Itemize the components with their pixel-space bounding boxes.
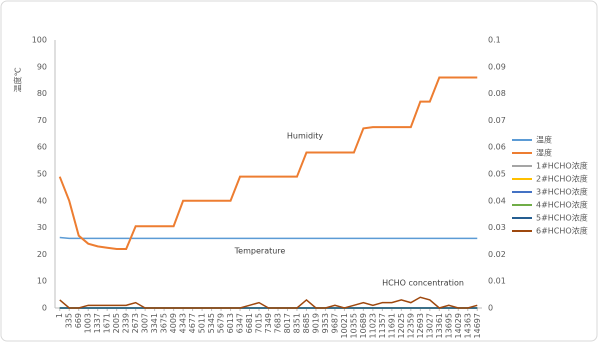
x-tick-label: 2339 xyxy=(122,313,131,333)
y-tick-label: 0 xyxy=(42,304,47,313)
y-tick-label: 80 xyxy=(37,89,47,98)
y-tick-label: 50 xyxy=(37,170,47,179)
x-tick-label: 4343 xyxy=(179,313,188,333)
y2-tick-label: 0.04 xyxy=(488,196,506,205)
y2-tick-label: 0.03 xyxy=(488,223,506,232)
y-tick-label: 90 xyxy=(37,62,47,71)
x-tick-label: 14697 xyxy=(473,313,482,338)
x-tick-label: 5345 xyxy=(207,313,216,333)
x-tick-label: 11691 xyxy=(387,313,396,338)
x-tick-label: 8685 xyxy=(302,313,311,333)
y-tick-label: 70 xyxy=(37,116,47,125)
x-tick-label: 9353 xyxy=(321,313,330,333)
x-tick-label: 4677 xyxy=(188,313,197,333)
legend-label: 6#HCHO浓度 xyxy=(536,226,588,236)
y-tick-label: 100 xyxy=(32,36,47,45)
y-tick-label: 10 xyxy=(37,277,47,286)
x-tick-label: 3341 xyxy=(150,313,159,333)
legend-label: 3#HCHO浓度 xyxy=(536,187,588,197)
legend-label: 1#HCHO浓度 xyxy=(536,161,588,171)
annotation: Humidity xyxy=(287,132,324,141)
x-tick-label: 11357 xyxy=(378,313,387,338)
y2-tick-label: 0.06 xyxy=(488,143,506,152)
legend-label: 温度 xyxy=(536,135,552,145)
legend-label: 2#HCHO浓度 xyxy=(536,174,588,184)
y-tick-label: 30 xyxy=(37,223,47,232)
x-tick-label: 1003 xyxy=(84,313,93,333)
x-tick-label: 6681 xyxy=(245,313,254,333)
x-tick-label: 6347 xyxy=(236,313,245,333)
x-tick-label: 2005 xyxy=(112,313,121,333)
y2-tick-label: 0.07 xyxy=(488,116,506,125)
x-tick-label: 7015 xyxy=(255,313,264,333)
series-line xyxy=(59,236,478,240)
x-tick-label: 11023 xyxy=(368,313,377,338)
x-tick-label: 13695 xyxy=(444,313,453,338)
y2-tick-label: 0.1 xyxy=(488,36,501,45)
y-tick-label: 40 xyxy=(37,196,47,205)
x-tick-label: 335 xyxy=(65,313,74,328)
x-tick-label: 1337 xyxy=(93,313,102,333)
y-axis-title: 温度℃ xyxy=(13,67,23,92)
y-tick-label: 60 xyxy=(37,143,47,152)
y2-tick-label: 0.05 xyxy=(488,170,506,179)
x-tick-label: 4009 xyxy=(169,313,178,333)
x-tick-label: 669 xyxy=(74,313,83,328)
y2-tick-label: 0.09 xyxy=(488,62,506,71)
x-tick-label: 12693 xyxy=(416,313,425,338)
x-tick-label: 2673 xyxy=(131,313,140,333)
x-tick-label: 8351 xyxy=(292,313,301,333)
x-tick-label: 6013 xyxy=(226,313,235,333)
x-tick-label: 3675 xyxy=(160,313,169,333)
x-tick-label: 9687 xyxy=(330,313,339,333)
x-tick-label: 5679 xyxy=(217,313,226,333)
x-tick-label: 14363 xyxy=(463,313,472,338)
x-tick-label: 5011 xyxy=(198,313,207,333)
x-tick-label: 3007 xyxy=(141,313,150,333)
x-tick-label: 12025 xyxy=(397,313,406,338)
x-tick-label: 10689 xyxy=(359,313,368,338)
annotation: Temperature xyxy=(234,247,286,256)
series-line xyxy=(58,76,478,251)
y2-tick-label: 0 xyxy=(488,304,493,313)
annotation: HCHO concentration xyxy=(382,279,464,288)
x-tick-label: 13027 xyxy=(425,313,434,338)
x-tick-label: 9019 xyxy=(311,313,320,333)
y2-tick-label: 0.08 xyxy=(488,89,506,98)
x-tick-label: 7683 xyxy=(273,313,282,333)
x-tick-label: 1 xyxy=(55,313,64,318)
x-tick-label: 8017 xyxy=(283,313,292,333)
series-line xyxy=(59,296,478,309)
legend-label: 4#HCHO浓度 xyxy=(536,200,588,210)
x-tick-label: 7349 xyxy=(264,313,273,333)
x-tick-label: 1671 xyxy=(103,313,112,333)
y-tick-label: 20 xyxy=(37,250,47,259)
x-tick-label: 10355 xyxy=(349,313,358,338)
x-tick-label: 10021 xyxy=(340,313,349,338)
x-tick-label: 14029 xyxy=(454,313,463,338)
legend-label: 湿度 xyxy=(536,148,552,158)
x-tick-label: 13361 xyxy=(435,313,444,338)
y2-tick-label: 0.02 xyxy=(488,250,506,259)
y2-tick-label: 0.01 xyxy=(488,277,506,286)
legend-label: 5#HCHO浓度 xyxy=(536,213,588,223)
x-tick-label: 12359 xyxy=(406,313,415,338)
